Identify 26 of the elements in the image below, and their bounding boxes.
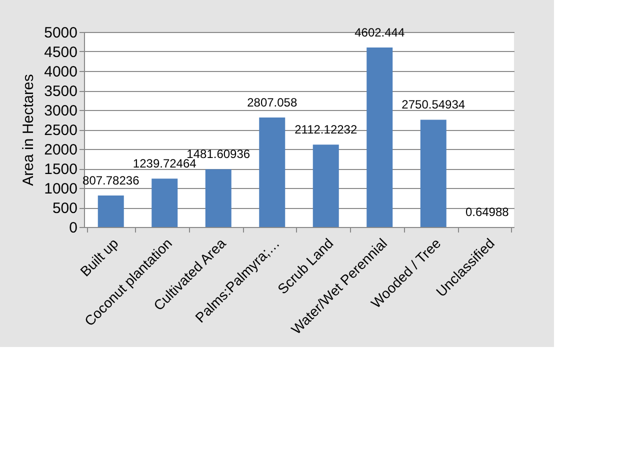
- bar: [205, 169, 232, 227]
- data-label: 2750.54934: [402, 98, 466, 112]
- data-label: 4602.444: [354, 26, 405, 40]
- y-tick-label: 4000: [44, 64, 78, 80]
- y-tick-label: 3000: [44, 102, 78, 120]
- data-label: 2807.058: [247, 96, 298, 110]
- y-axis-title: Area in Hectares: [20, 74, 38, 186]
- y-tick-label: 2500: [44, 122, 78, 139]
- data-label: 1239.72464: [132, 156, 197, 171]
- y-tick-label: 2000: [44, 142, 78, 158]
- y-tick-label: 5000: [44, 24, 78, 42]
- data-label: 807.78236: [82, 173, 140, 188]
- y-tick-label: 3500: [44, 83, 78, 100]
- y-tick-label: 500: [52, 200, 78, 217]
- bar: [98, 195, 124, 227]
- y-tick-label: 0: [69, 220, 78, 236]
- bar: [420, 120, 446, 227]
- bar: [366, 48, 393, 227]
- data-label: 0.64988: [465, 204, 510, 219]
- data-label: 2112.12232: [294, 122, 358, 137]
- y-tick-label: 1000: [44, 180, 78, 198]
- y-tick-label: 4500: [44, 44, 78, 61]
- bar: [259, 118, 286, 227]
- bar: [312, 144, 339, 227]
- y-tick-label: 1500: [44, 161, 78, 178]
- bar: [152, 178, 178, 227]
